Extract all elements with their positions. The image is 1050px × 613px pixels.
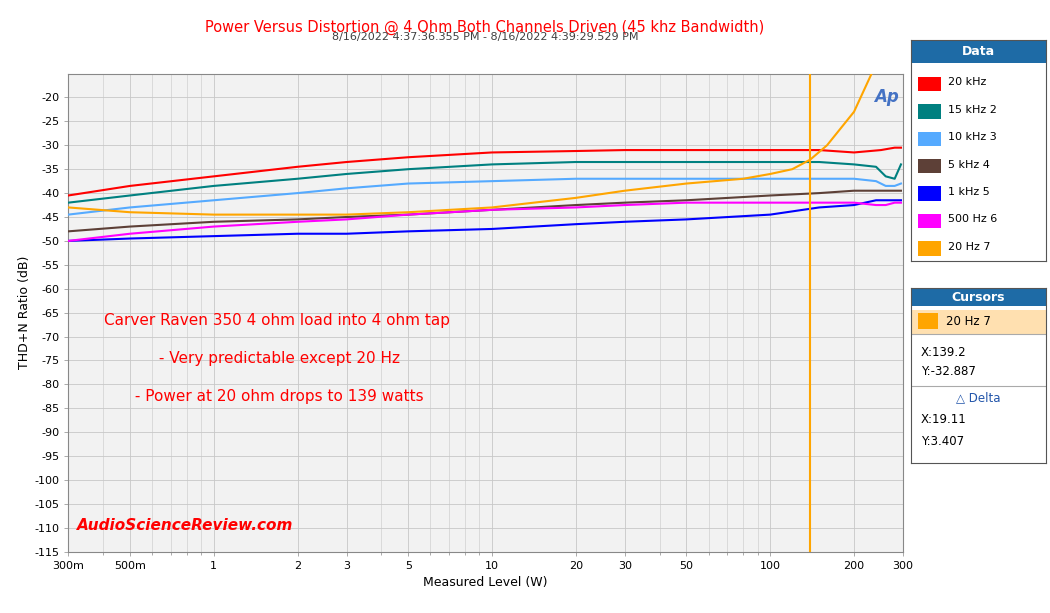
Text: 500 Hz 6: 500 Hz 6 [948, 215, 996, 224]
FancyBboxPatch shape [918, 159, 941, 173]
FancyBboxPatch shape [918, 313, 939, 329]
Text: X:139.2: X:139.2 [921, 346, 966, 359]
Text: Power Versus Distortion @ 4 Ohm Both Channels Driven (45 khz Bandwidth): Power Versus Distortion @ 4 Ohm Both Cha… [206, 20, 764, 35]
FancyBboxPatch shape [911, 288, 1046, 306]
Text: 8/16/2022 4:37:36.355 PM - 8/16/2022 4:39:29.529 PM: 8/16/2022 4:37:36.355 PM - 8/16/2022 4:3… [332, 32, 638, 42]
Text: AudioScienceReview.com: AudioScienceReview.com [77, 517, 293, 533]
Text: X:19.11: X:19.11 [921, 413, 967, 425]
FancyBboxPatch shape [911, 310, 1046, 333]
FancyBboxPatch shape [918, 242, 941, 256]
Text: - Power at 20 ohm drops to 139 watts: - Power at 20 ohm drops to 139 watts [130, 389, 424, 404]
Text: Y:3.407: Y:3.407 [921, 435, 964, 448]
FancyBboxPatch shape [911, 40, 1046, 63]
Text: 1 kHz 5: 1 kHz 5 [948, 187, 989, 197]
Text: - Very predictable except 20 Hz: - Very predictable except 20 Hz [154, 351, 400, 366]
FancyBboxPatch shape [918, 214, 941, 228]
Text: 15 kHz 2: 15 kHz 2 [948, 105, 996, 115]
X-axis label: Measured Level (W): Measured Level (W) [423, 576, 548, 589]
Text: 20 kHz: 20 kHz [948, 77, 986, 87]
FancyBboxPatch shape [918, 104, 941, 118]
Text: 5 kHz 4: 5 kHz 4 [948, 159, 989, 170]
Text: Y:-32.887: Y:-32.887 [921, 365, 975, 378]
Text: Data: Data [962, 45, 995, 58]
Text: 20 Hz 7: 20 Hz 7 [948, 242, 990, 252]
FancyBboxPatch shape [918, 132, 941, 146]
Text: 10 kHz 3: 10 kHz 3 [948, 132, 996, 142]
FancyBboxPatch shape [918, 77, 941, 91]
Text: Carver Raven 350 4 ohm load into 4 ohm tap: Carver Raven 350 4 ohm load into 4 ohm t… [104, 313, 450, 327]
Text: △ Delta: △ Delta [957, 392, 1001, 405]
Text: Cursors: Cursors [952, 291, 1005, 303]
Text: Ap: Ap [874, 88, 899, 106]
Text: 20 Hz 7: 20 Hz 7 [946, 315, 991, 328]
FancyBboxPatch shape [918, 186, 941, 201]
Y-axis label: THD+N Ratio (dB): THD+N Ratio (dB) [19, 256, 32, 369]
